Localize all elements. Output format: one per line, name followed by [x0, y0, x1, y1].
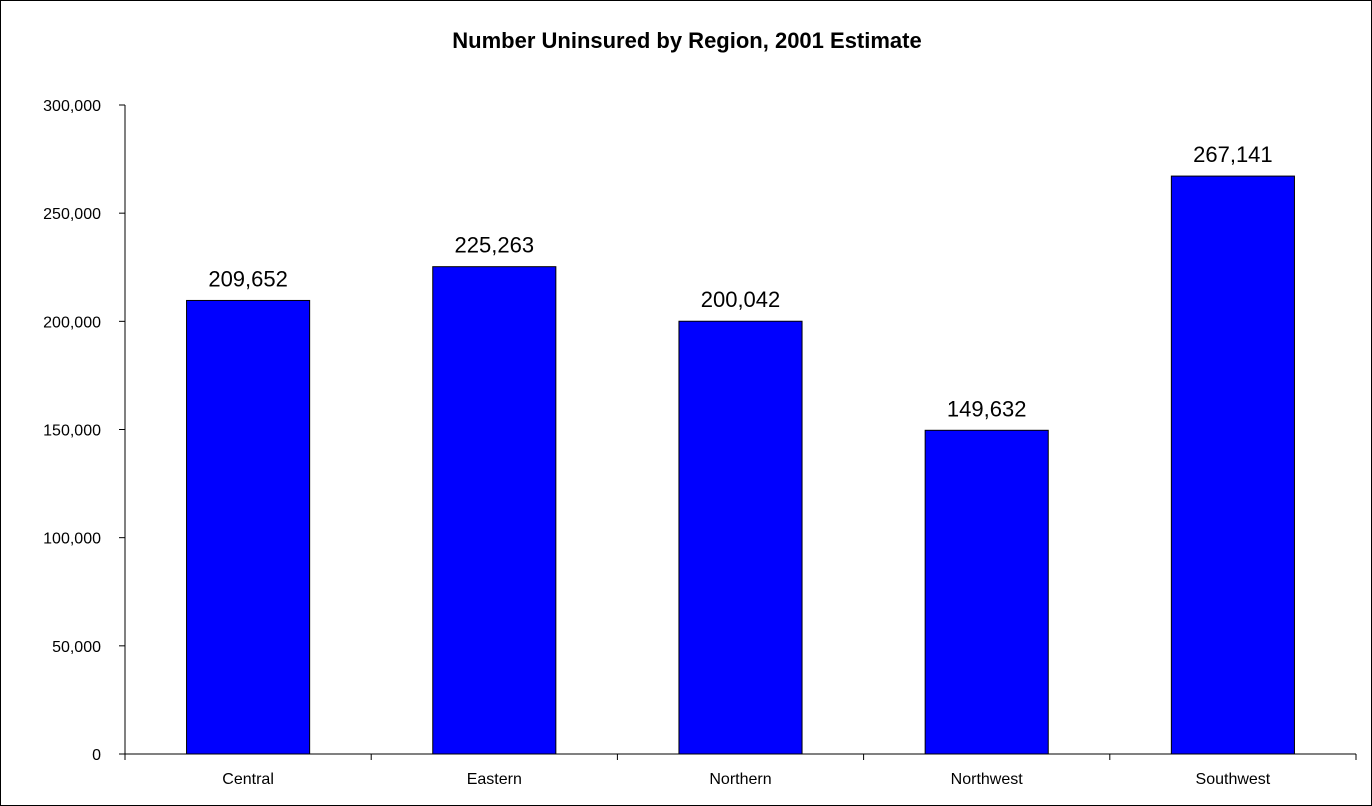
bar-northern [679, 321, 802, 754]
y-tick-label: 250,000 [43, 206, 101, 223]
y-tick-label: 100,000 [43, 531, 101, 548]
bar-southwest [1171, 176, 1294, 754]
bar-value-label: 209,652 [208, 266, 288, 291]
bar-central [187, 300, 310, 754]
x-tick-label: Southwest [1196, 771, 1271, 788]
x-tick-label: Eastern [467, 771, 522, 788]
y-tick-label: 50,000 [52, 639, 101, 656]
x-tick-label: Northern [709, 771, 771, 788]
y-axis: 0 50,000 100,000 150,000 200,000 250,000 300,0… [43, 98, 125, 764]
bars: 209,652 225,263 200,042 149,632 267,141 [187, 142, 1295, 754]
bar-value-label: 149,632 [947, 396, 1027, 421]
bar-eastern [433, 267, 556, 754]
bar-value-label: 200,042 [701, 287, 781, 312]
x-axis: Central Eastern Northern Northwest Southwest [125, 754, 1356, 788]
y-tick-label: 300,000 [43, 98, 101, 115]
y-tick-label: 200,000 [43, 314, 101, 331]
x-tick-label: Central [222, 771, 274, 788]
y-tick-label: 150,000 [43, 423, 101, 440]
x-tick-label: Northwest [951, 771, 1024, 788]
y-tick-label: 0 [92, 747, 101, 764]
bar-northwest [925, 430, 1048, 754]
chart-title: Number Uninsured by Region, 2001 Estimat… [452, 28, 921, 53]
bar-value-label: 225,263 [455, 233, 535, 258]
bar-value-label: 267,141 [1193, 142, 1273, 167]
